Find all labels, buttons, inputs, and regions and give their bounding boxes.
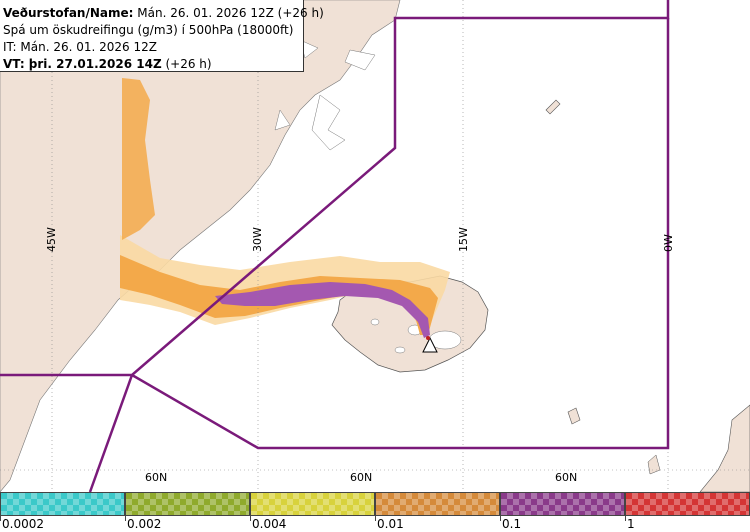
concentration-legend: 0.0002 0.002 0.004 0.01 0.1 1 [0, 492, 750, 532]
legend-label-1: 0.0002 [2, 517, 44, 531]
ash-plume-purple [215, 282, 430, 338]
legend-tick [125, 516, 126, 521]
region-border [0, 0, 670, 492]
legend-label-6: 1 [627, 517, 635, 531]
legend-bin-1 [0, 492, 125, 516]
info-line-issue-time: IT: Mán. 26. 01. 2026 12Z [3, 40, 157, 54]
legend-bin-4 [375, 492, 500, 516]
lon-label-0w: 0W [662, 234, 675, 252]
info-line-name: Veðurstofan/Name: Mán. 26. 01. 2026 12Z … [3, 6, 324, 20]
forecast-info-box: Veðurstofan/Name: Mán. 26. 01. 2026 12Z … [0, 0, 324, 72]
legend-label-3: 0.004 [252, 517, 287, 531]
lon-label-30w: 30W [251, 227, 264, 252]
lon-label-15w: 15W [457, 227, 470, 252]
greenland-fjords [274, 39, 376, 151]
legend-tick [250, 516, 251, 521]
lat-label-60n-left: 60N [145, 471, 167, 484]
legend-bin-2 [125, 492, 250, 516]
legend-label-4: 0.01 [377, 517, 404, 531]
legend-label-5: 0.1 [502, 517, 522, 531]
legend-tick [375, 516, 376, 521]
graticule [0, 0, 750, 492]
legend-bin-5 [500, 492, 625, 516]
ash-dispersion-map: 45W 30W 15W 0W 60N 60N 60N [0, 0, 750, 492]
lat-label-60n-right: 60N [555, 471, 577, 484]
jan-mayen-island [545, 99, 561, 115]
legend-tick [625, 516, 626, 521]
legend-bin-6 [625, 492, 750, 516]
lon-label-45w: 45W [45, 227, 58, 252]
legend-tick [500, 516, 501, 521]
info-line-valid-time: VT: þri. 27.01.2026 14Z (+26 h) [3, 57, 212, 71]
legend-bin-3 [250, 492, 375, 516]
lat-label-60n-center: 60N [350, 471, 372, 484]
shetland-coast [699, 404, 750, 492]
faroe-islands [567, 407, 581, 425]
legend-label-2: 0.002 [127, 517, 162, 531]
volcano-triangle-icon [422, 336, 438, 353]
legend-tick [0, 516, 1, 521]
ash-plume-upper [122, 78, 155, 240]
info-line-description: Spá um öskudreifingu (g/m3) í 500hPa (18… [3, 23, 294, 37]
